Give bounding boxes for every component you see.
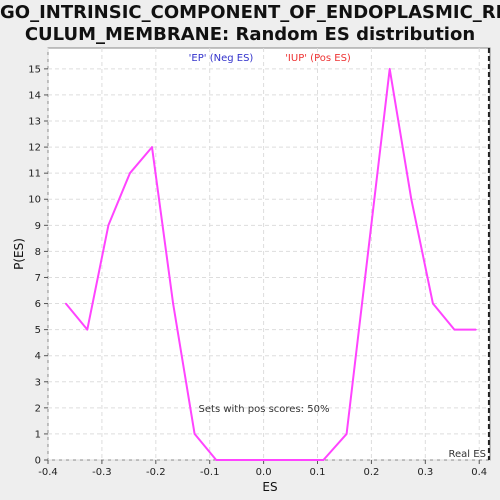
y-tick-label: 14 — [28, 90, 41, 101]
x-tick-label: 0.4 — [471, 467, 487, 478]
real-es-marker: Real ES — [449, 48, 490, 460]
x-tick-label: 0.3 — [417, 467, 433, 478]
grid-lines — [47, 48, 490, 461]
x-tick-label: -0.2 — [146, 467, 166, 478]
y-tick-label: 3 — [35, 377, 41, 388]
data-point — [236, 459, 238, 461]
y-tick-label: 4 — [35, 351, 41, 362]
data-point — [215, 459, 217, 461]
data-point — [432, 302, 434, 305]
chart-title: GO_INTRINSIC_COMPONENT_OF_ENDOPLASMIC_RE… — [0, 2, 500, 46]
x-axis: -0.4 -0.3 -0.2 -0.1 0.0 0.1 0.2 0.3 0.4 — [38, 460, 487, 478]
y-tick-label: 13 — [28, 117, 41, 128]
y-tick-label: 8 — [35, 247, 41, 258]
real-es-label: Real ES — [449, 449, 486, 460]
data-point — [193, 433, 196, 435]
data-point — [64, 302, 67, 305]
x-tick-label: 0.1 — [310, 467, 326, 478]
data-point — [172, 302, 174, 305]
data-point — [129, 172, 131, 174]
legend-pos-es: 'IUP' (Pos ES) — [285, 53, 351, 64]
plot-area — [47, 47, 491, 461]
data-point — [107, 224, 110, 227]
y-tick-label: 11 — [28, 169, 41, 180]
data-point — [322, 459, 325, 461]
x-axis-label: ES — [262, 480, 277, 494]
data-point — [279, 459, 282, 461]
y-tick-label: 2 — [35, 403, 41, 414]
y-tick-label: 12 — [28, 143, 41, 154]
data-point — [301, 459, 303, 461]
y-tick-label: 15 — [28, 64, 41, 75]
legend-neg-es: 'EP' (Neg ES) — [189, 53, 254, 64]
data-point — [86, 328, 89, 331]
x-tick-label: -0.1 — [200, 467, 220, 478]
x-tick-label: -0.4 — [38, 467, 58, 478]
data-point — [257, 459, 260, 461]
y-tick-label: 0 — [35, 456, 41, 467]
data-point — [388, 68, 391, 70]
y-tick-label: 7 — [35, 273, 41, 284]
data-point — [151, 146, 153, 148]
y-tick-label: 9 — [35, 221, 41, 232]
chart-title-line-2: CULUM_MEMBRANE: Random ES distribution — [24, 24, 476, 45]
y-tick-label: 1 — [35, 429, 41, 440]
pos-scores-annotation: Sets with pos scores: 50% — [199, 404, 330, 415]
data-point — [367, 250, 369, 253]
x-tick-label: -0.3 — [92, 467, 112, 478]
data-point — [475, 328, 477, 331]
y-tick-label: 10 — [28, 195, 41, 206]
x-tick-label: 0.0 — [256, 467, 272, 478]
y-axis-label: P(ES) — [12, 238, 26, 270]
data-point — [453, 328, 456, 331]
y-tick-label: 6 — [35, 299, 41, 310]
series-group — [64, 67, 477, 461]
chart-title-line-1: GO_INTRINSIC_COMPONENT_OF_ENDOPLASMIC_RE… — [0, 2, 500, 23]
y-tick-label: 5 — [35, 325, 41, 336]
es-distribution-line — [65, 67, 476, 461]
data-point — [410, 198, 413, 201]
data-point — [345, 433, 348, 435]
x-tick-label: 0.2 — [363, 467, 379, 478]
